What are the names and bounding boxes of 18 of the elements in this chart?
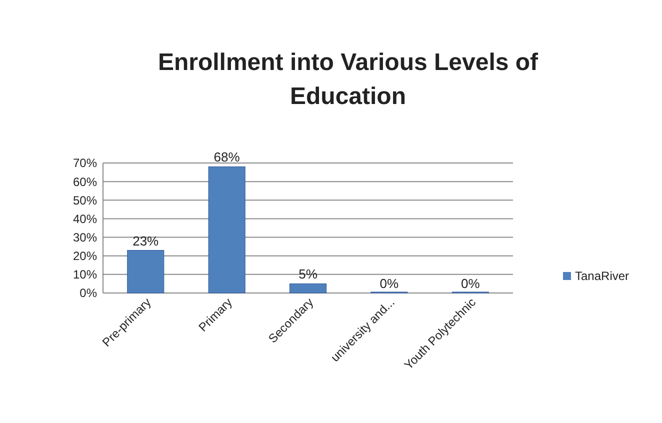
y-tick-label: 70%	[72, 156, 98, 170]
chart-title: Enrollment into Various Levels of Education	[158, 49, 540, 110]
y-tick-label: 40%	[72, 212, 98, 226]
legend-label: TanaRiver	[575, 269, 630, 284]
text: 68%	[214, 150, 240, 165]
y-tick-label: 20%	[72, 249, 98, 264]
y-tick-label: 60%	[72, 174, 98, 189]
text: 5%	[298, 266, 318, 282]
y-tick-label: 30%	[72, 230, 98, 244]
y-tick-label: 50%	[72, 193, 98, 208]
y-tick-label: 0%	[80, 286, 98, 300]
text: 23%	[132, 233, 159, 248]
bar	[289, 283, 327, 294]
text: 0%	[380, 276, 399, 291]
bar	[208, 166, 246, 294]
bar	[127, 250, 164, 294]
text: 0%	[460, 276, 480, 291]
y-tick-label: 10%	[72, 268, 98, 282]
